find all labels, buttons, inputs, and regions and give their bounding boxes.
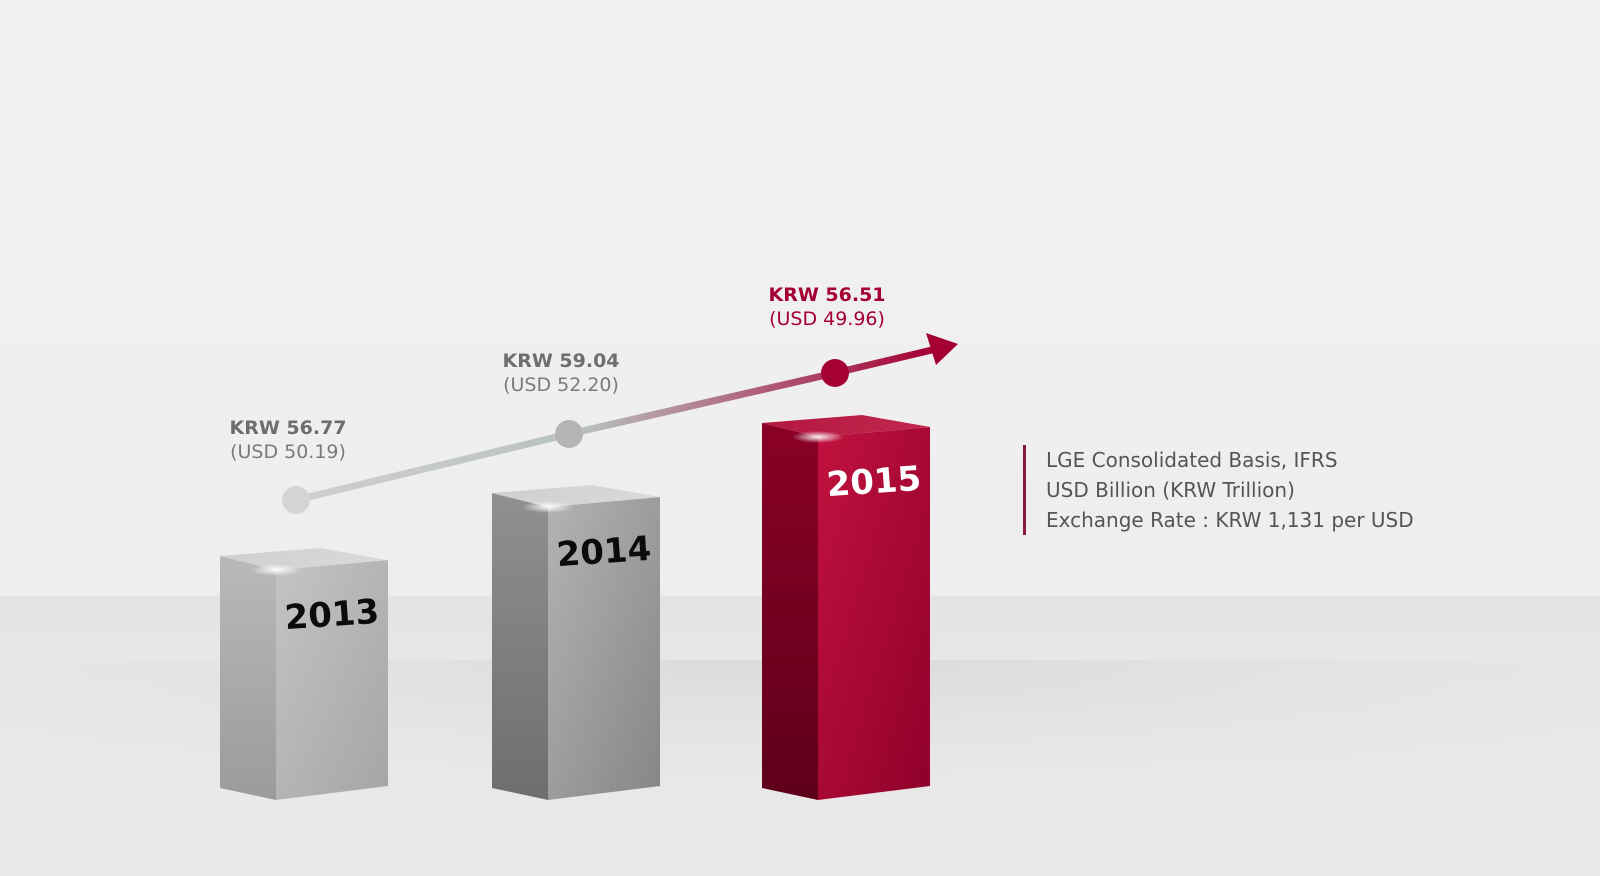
bar-2014: 2014 xyxy=(492,485,660,800)
bar-shine-2015 xyxy=(792,431,844,443)
value-label-2015: KRW 56.51 (USD 49.96) xyxy=(717,283,937,331)
note-exchange-rate: Exchange Rate : KRW 1,131 per USD xyxy=(1046,508,1414,532)
chart-notes: LGE Consolidated Basis, IFRS USD Billion… xyxy=(1023,445,1414,535)
bar-side-2014 xyxy=(492,493,548,800)
bar-shine-2014 xyxy=(522,501,574,513)
bar-front-2013 xyxy=(276,560,388,800)
krw-value-2013: KRW 56.77 xyxy=(229,417,347,439)
note-basis: LGE Consolidated Basis, IFRS xyxy=(1046,448,1338,472)
usd-value-2013: (USD 50.19) xyxy=(230,441,346,463)
bar-side-2013 xyxy=(220,556,276,800)
trend-line xyxy=(292,346,936,504)
bar-top-2014 xyxy=(492,485,660,507)
trend-point-2015 xyxy=(821,359,849,387)
note-units: USD Billion (KRW Trillion) xyxy=(1046,478,1295,502)
bar-year-label-2013: 2013 xyxy=(283,592,380,639)
bar-top-2015 xyxy=(762,415,930,437)
trend-layer xyxy=(282,333,958,514)
bar-front-2014 xyxy=(548,497,660,800)
bar-2013: 2013 xyxy=(220,548,388,800)
bar-2015: 2015 xyxy=(762,415,930,800)
krw-value-2014: KRW 59.04 xyxy=(502,350,620,372)
trend-arrow-head xyxy=(926,333,958,365)
bars-layer: 2013 2014 2015 xyxy=(220,415,930,800)
value-label-2013: KRW 56.77 (USD 50.19) xyxy=(178,416,398,464)
bar-front-2015 xyxy=(818,427,930,800)
bar-shine-2013 xyxy=(250,564,302,576)
bar-year-label-2014: 2014 xyxy=(555,529,652,576)
value-label-2014: KRW 59.04 (USD 52.20) xyxy=(451,349,671,397)
bar-top-2013 xyxy=(220,548,388,570)
trend-point-2013 xyxy=(282,486,310,514)
usd-value-2014: (USD 52.20) xyxy=(503,374,619,396)
bar-year-label-2015: 2015 xyxy=(825,459,922,506)
trend-point-2014 xyxy=(555,420,583,448)
usd-value-2015: (USD 49.96) xyxy=(769,308,885,330)
krw-value-2015: KRW 56.51 xyxy=(768,284,886,306)
bar-side-2015 xyxy=(762,423,818,800)
